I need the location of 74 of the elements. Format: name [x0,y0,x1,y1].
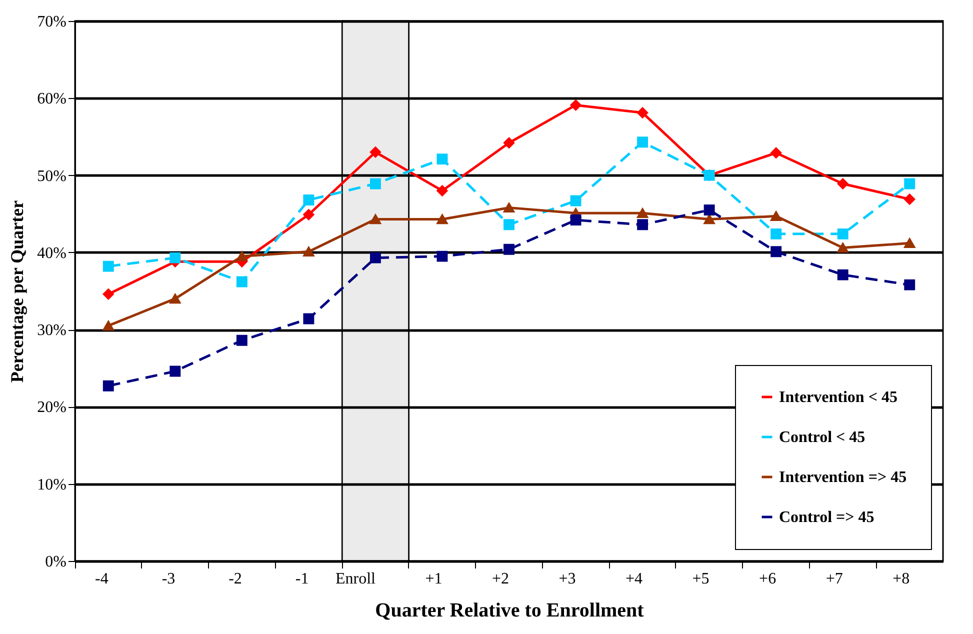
legend-label: Intervention < 45 [779,389,898,406]
y-tick-label: 30% [37,322,66,340]
point [837,242,848,253]
x-tick-label: +7 [826,570,843,588]
y-tick-label: 70% [37,14,66,30]
point [102,260,114,272]
point [370,214,381,224]
point [504,219,514,230]
point [770,228,782,240]
y-tick-label: 50% [37,168,66,185]
x-tick-label: +3 [558,570,576,588]
point [904,194,916,205]
point [637,208,648,218]
point [770,246,782,258]
point [504,137,514,148]
point [504,244,514,255]
x-tick-label: +8 [892,570,910,588]
y-axis-title: Percentage per Quarter [7,200,28,383]
y-tick-label: 10% [37,476,66,494]
point [504,202,514,213]
x-tick-label: +4 [626,570,643,588]
point [370,178,381,190]
point [370,146,381,158]
point [637,107,648,118]
x-tick-label: +1 [425,570,442,588]
point [436,185,448,196]
point [770,211,782,222]
legend-label: Intervention => 45 [779,469,907,486]
point [236,276,248,288]
point [837,228,848,240]
y-tick-label: 20% [37,399,66,416]
x-tick-label: -2 [228,570,242,588]
x-tick-label: Enroll [335,570,376,588]
point [102,320,114,331]
y-tick-label: 0% [45,554,66,570]
point [770,147,782,158]
point [236,334,248,346]
point [637,136,648,148]
point [837,178,848,190]
point [236,251,248,262]
y-tick-label: 40% [37,244,66,262]
point [904,238,916,248]
point [436,154,448,165]
point [704,214,715,224]
x-tick-label: +6 [759,570,776,588]
point [370,252,381,264]
point [704,204,715,216]
x-tick-label: -4 [95,570,108,588]
x-tick-label: +5 [692,570,710,588]
point [170,366,181,377]
point [170,294,181,304]
x-axis-title: Quarter Relative to Enrollment [375,600,644,622]
point [904,178,916,190]
point [102,288,114,300]
y-tick-label: 60% [37,90,66,108]
x-tick-label: -3 [162,570,176,588]
point [303,194,314,206]
point [837,269,848,280]
x-tick-label: +2 [492,570,509,588]
point [637,219,648,230]
point [170,252,181,264]
legend-label: Control < 45 [779,429,866,446]
legend-label: Control => 45 [779,509,874,526]
point [436,250,448,262]
point [303,209,314,220]
point [570,214,582,226]
point [570,100,582,111]
point [303,313,314,324]
point [303,246,314,257]
point [904,279,916,290]
point [102,380,114,392]
point [436,214,448,224]
point [570,195,582,206]
x-tick-label: -1 [295,570,309,588]
